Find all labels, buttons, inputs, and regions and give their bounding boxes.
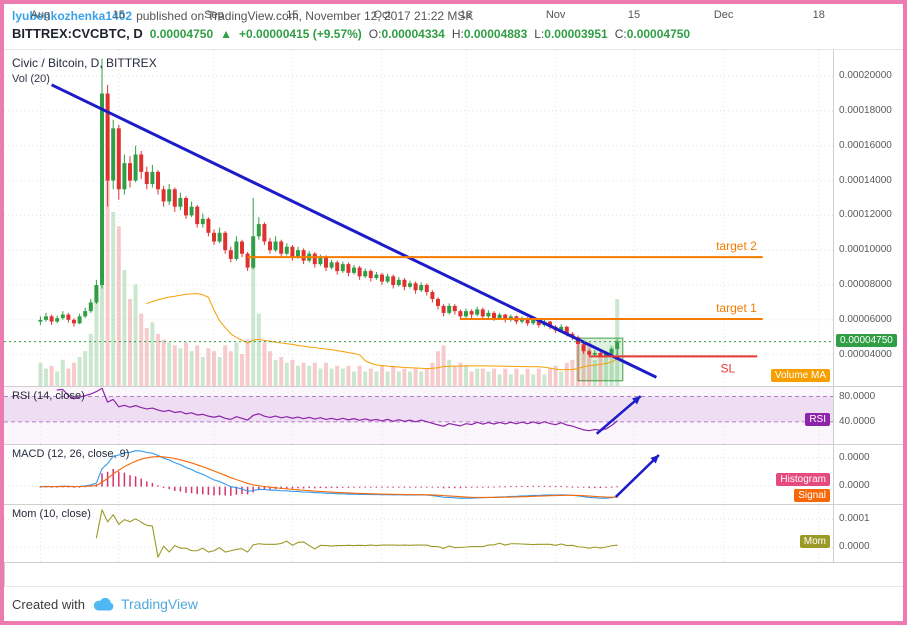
downtrend-line bbox=[50, 83, 658, 379]
axis-label: 0.00016000 bbox=[839, 139, 892, 151]
high-value: H:0.00004883 bbox=[451, 27, 528, 41]
main-panel-row: Civic / Bitcoin, D, BITTREX Vol (20) tar… bbox=[4, 50, 903, 387]
tradingview-link[interactable]: TradingView bbox=[120, 596, 199, 612]
axis-label: 0.00010000 bbox=[839, 244, 892, 256]
axis-label: 0.00012000 bbox=[839, 209, 892, 221]
momentum-panel-row: Mom (10, close) Mom 0.0001 0.0000 bbox=[4, 505, 903, 563]
published-text: published on TradingView.com, November 1… bbox=[136, 9, 474, 23]
created-with-text: Created with bbox=[12, 596, 85, 612]
macd-panel[interactable]: MACD (12, 26, close, 9) Histogram Signal bbox=[4, 445, 833, 504]
macd-panel-title: MACD (12, 26, close, 9) bbox=[12, 448, 130, 460]
histogram-badge: Histogram bbox=[776, 473, 830, 486]
momentum-axis[interactable]: 0.0001 0.0000 bbox=[833, 505, 903, 562]
price-chart-svg: target 2 target 1 SL bbox=[4, 50, 833, 386]
axis-label: 0.00006000 bbox=[839, 313, 892, 325]
svg-text:target 2: target 2 bbox=[716, 239, 757, 253]
rsi-chart-svg bbox=[4, 387, 833, 444]
macd-chart-svg bbox=[4, 445, 833, 504]
snapshot-header: lyubenkozhenka1402 published on TradingVi… bbox=[4, 4, 903, 50]
momentum-panel[interactable]: Mom (10, close) Mom bbox=[4, 505, 833, 562]
axis-label: 80.0000 bbox=[839, 390, 876, 402]
axis-label: 0.0001 bbox=[839, 513, 870, 525]
axis-label: 0.0000 bbox=[839, 541, 870, 553]
axis-label: 0.0000 bbox=[839, 479, 870, 491]
main-panel-title: Civic / Bitcoin, D, BITTREX Vol (20) bbox=[12, 55, 157, 87]
change-arrow-icon: ▲ bbox=[220, 27, 233, 41]
rsi-panel-row: RSI (14, close) RSI 80.0000 40.0000 bbox=[4, 387, 903, 445]
price-axis[interactable]: 0.00004750 0.00020000 0.00018000 0.0001600… bbox=[833, 50, 903, 386]
axis-label: 0.00014000 bbox=[839, 174, 892, 186]
main-chart-panel[interactable]: Civic / Bitcoin, D, BITTREX Vol (20) tar… bbox=[4, 50, 833, 386]
rsi-panel[interactable]: RSI (14, close) RSI bbox=[4, 387, 833, 444]
price-change: +0.00000415 (+9.57%) bbox=[239, 27, 362, 41]
rsi-badge: RSI bbox=[805, 413, 830, 426]
time-tick-label: 15 bbox=[627, 9, 641, 21]
time-tick-label: 15 bbox=[286, 9, 299, 21]
time-axis-row: Aug 15 Sep 15 Oct 16 Nov 15 Dec 18 bbox=[4, 9, 903, 587]
rsi-axis[interactable]: 80.0000 40.0000 bbox=[833, 387, 903, 444]
last-price-badge: 0.00004750 bbox=[836, 333, 897, 347]
axis-label: 0.00008000 bbox=[839, 279, 892, 291]
last-price: 0.00004750 bbox=[149, 27, 214, 41]
time-tick-label: Sep bbox=[204, 9, 224, 21]
username-link[interactable]: lyubenkozhenka1402 bbox=[12, 9, 133, 23]
time-axis-corner bbox=[4, 563, 903, 586]
volume-legend: Vol (20) bbox=[12, 73, 50, 85]
momentum-chart-svg bbox=[4, 505, 833, 562]
symbol-legend: Civic / Bitcoin, D, BITTREX bbox=[12, 56, 157, 70]
time-tick-label: Aug bbox=[30, 9, 51, 21]
axis-label: 40.0000 bbox=[839, 415, 876, 427]
axis-label: 0.0000 bbox=[839, 451, 870, 463]
rsi-panel-title: RSI (14, close) bbox=[12, 390, 85, 402]
time-tick-label: 18 bbox=[812, 9, 825, 21]
momentum-badge: Mom bbox=[799, 535, 830, 548]
macd-panel-row: MACD (12, 26, close, 9) Histogram Signal… bbox=[4, 445, 903, 505]
publish-line: lyubenkozhenka1402 published on TradingVi… bbox=[12, 9, 903, 23]
time-tick-label: Nov bbox=[545, 9, 566, 21]
axis-label: 0.00004000 bbox=[839, 348, 892, 360]
signal-badge: Signal bbox=[794, 489, 830, 502]
time-tick-label: Oct bbox=[373, 9, 391, 21]
momentum-panel-title: Mom (10, close) bbox=[12, 508, 91, 520]
macd-axis[interactable]: 0.0000 0.0000 bbox=[833, 445, 903, 504]
time-tick-label: 15 bbox=[112, 9, 125, 21]
low-value: L:0.00003951 bbox=[534, 27, 608, 41]
axis-label: 0.00020000 bbox=[839, 70, 892, 82]
open-value: O:0.00004334 bbox=[368, 27, 445, 41]
symbol-line: BITTREX:CVCBTC, D 0.00004750 ▲ +0.000004… bbox=[12, 26, 903, 41]
time-tick-label: 16 bbox=[459, 9, 473, 21]
footer: Created with TradingView bbox=[4, 587, 903, 621]
svg-text:SL: SL bbox=[721, 361, 736, 375]
close-value: C:0.00004750 bbox=[614, 27, 691, 41]
svg-text:target 1: target 1 bbox=[716, 301, 757, 315]
axis-label: 0.00018000 bbox=[839, 104, 892, 116]
time-tick-label: Dec bbox=[713, 9, 734, 21]
symbol-title: BITTREX:CVCBTC, D bbox=[12, 26, 143, 41]
volume-ma-badge: Volume MA bbox=[770, 369, 830, 382]
tradingview-logo-icon bbox=[92, 597, 114, 612]
